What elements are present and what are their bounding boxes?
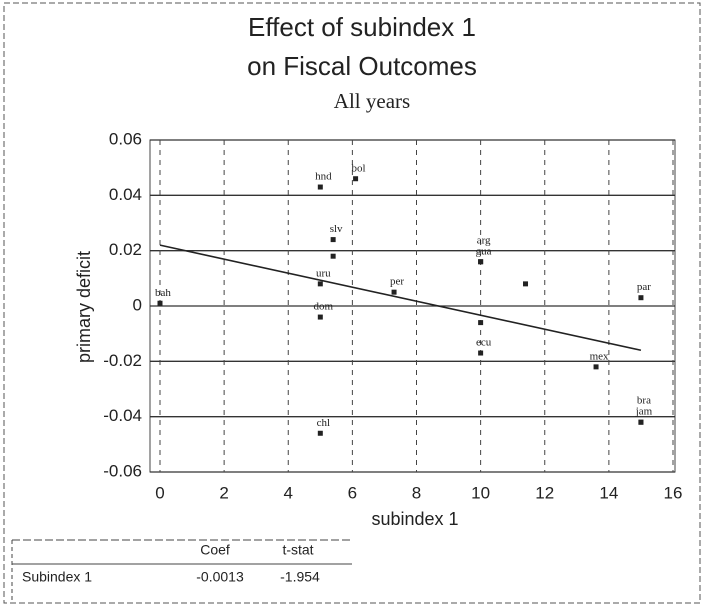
point [593, 364, 599, 370]
fit-line [159, 244, 642, 352]
y-tick-label: 0.02 [109, 240, 142, 259]
point [353, 176, 359, 182]
point [478, 259, 484, 265]
frame [3, 2, 701, 604]
point [317, 430, 323, 436]
chart-title: on Fiscal Outcomes [247, 51, 477, 81]
table: Coef t-stat Subindex 1 -0.0013 -1.954 [11, 539, 352, 600]
point-label: per [390, 276, 404, 288]
point-label: uru [316, 267, 331, 279]
point-label: ecu [476, 337, 492, 349]
table-header: Coef [200, 542, 230, 558]
x-tick-label: 6 [348, 483, 357, 502]
x-tick-label: 4 [284, 483, 293, 502]
y-tick-label: 0.04 [109, 185, 142, 204]
point-label: dom [314, 301, 334, 313]
point-label: gua [476, 245, 492, 257]
table-cell: Subindex 1 [22, 569, 92, 585]
x-tick-label: 16 [664, 483, 683, 502]
point-label: bah [155, 287, 171, 299]
point-label: chl [317, 417, 330, 429]
x-tick-label: 10 [471, 483, 490, 502]
y-tick-label: -0.06 [103, 461, 142, 480]
table-cell: -0.0013 [196, 569, 244, 585]
y-tick-label: -0.02 [103, 351, 142, 370]
point-label: slv [330, 223, 343, 235]
point [478, 350, 484, 356]
y-tick-label: 0.06 [109, 129, 142, 148]
point-label: hnd [315, 171, 332, 183]
point [317, 314, 323, 320]
point-label: bra [637, 395, 651, 407]
point [317, 184, 323, 190]
y-tick-label: -0.04 [103, 406, 142, 425]
point [330, 253, 336, 259]
point-label: bol [352, 162, 366, 174]
point [157, 300, 163, 306]
point [330, 237, 336, 243]
x-axis-label: subindex 1 [371, 509, 458, 529]
point-label: jam [635, 406, 653, 418]
point [638, 295, 644, 301]
point-label: mex [590, 350, 609, 362]
point [523, 281, 529, 287]
x-tick-label: 0 [155, 483, 164, 502]
point [391, 289, 397, 295]
chart-title: Effect of subindex 1 [248, 12, 476, 42]
table-header: t-stat [282, 542, 313, 558]
table-cell: -1.954 [280, 569, 320, 585]
point [478, 320, 484, 326]
x-tick-label: 8 [412, 483, 421, 502]
x-tick-label: 14 [599, 483, 618, 502]
y-axis-label: primary deficit [74, 251, 94, 363]
chart-subtitle: All years [334, 89, 410, 113]
x-tick-label: 2 [219, 483, 228, 502]
x-tick-label: 12 [535, 483, 554, 502]
y-tick-label: 0 [133, 295, 142, 314]
point [638, 419, 644, 425]
point [317, 281, 323, 287]
point-label: par [637, 281, 651, 293]
point-label: arg [477, 234, 491, 246]
